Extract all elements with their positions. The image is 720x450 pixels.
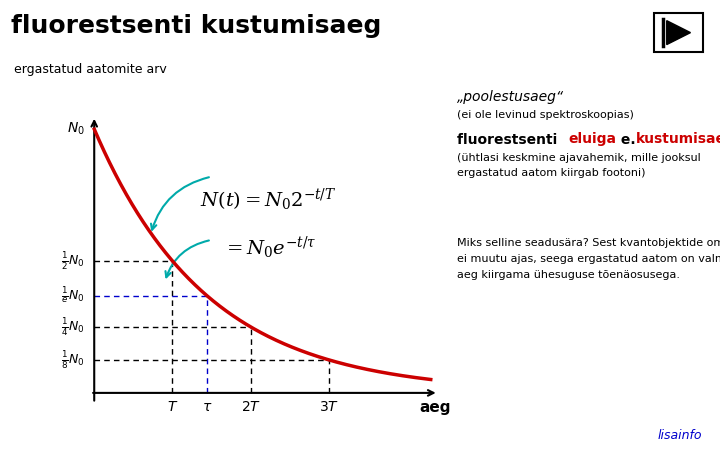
Text: lisainfo: lisainfo [657,429,702,442]
Text: $\tau$: $\tau$ [202,400,212,414]
Text: $T$: $T$ [167,400,178,414]
Text: (ühtlasi keskmine ajavahemik, mille jooksul: (ühtlasi keskmine ajavahemik, mille jook… [457,153,701,163]
Text: $3T$: $3T$ [319,400,339,414]
Text: „poolestusaeg“: „poolestusaeg“ [457,90,564,104]
Text: (ei ole levinud spektroskoopias): (ei ole levinud spektroskoopias) [457,110,634,120]
Text: eluiga: eluiga [569,132,617,147]
Text: $\frac{1}{4}N_0$: $\frac{1}{4}N_0$ [61,316,85,338]
Text: fluorestsenti: fluorestsenti [457,132,562,147]
Text: aeg: aeg [419,400,451,415]
Text: $\frac{1}{2}N_0$: $\frac{1}{2}N_0$ [61,250,85,272]
Text: ei muutu ajas, seega ergastatud aatom on valmis kogu: ei muutu ajas, seega ergastatud aatom on… [457,254,720,264]
Text: $N_0$: $N_0$ [67,121,85,137]
Text: $\frac{1}{8}N_0$: $\frac{1}{8}N_0$ [61,349,85,371]
Text: $2T$: $2T$ [240,400,261,414]
Text: ergastatud aatom kiirgab footoni): ergastatud aatom kiirgab footoni) [457,168,646,178]
Text: $= N_0 e^{-t/\tau}$: $= N_0 e^{-t/\tau}$ [223,235,317,261]
Text: $N(t) = N_0 2^{-t/T}$: $N(t) = N_0 2^{-t/T}$ [200,187,336,213]
Polygon shape [667,21,690,45]
Text: $\frac{1}{e}N_0$: $\frac{1}{e}N_0$ [61,286,85,306]
Text: fluorestsenti kustumisaeg: fluorestsenti kustumisaeg [11,14,381,37]
Text: kustumisaeg: kustumisaeg [636,132,720,147]
Text: Miks selline seadusära? Sest kvantobjektide omadused: Miks selline seadusära? Sest kvantobjekt… [457,238,720,248]
Text: e.: e. [616,132,640,147]
Text: aeg kiirgama ühesuguse tõenäosusega.: aeg kiirgama ühesuguse tõenäosusega. [457,270,680,279]
Text: ergastatud aatomite arv: ergastatud aatomite arv [14,63,167,76]
